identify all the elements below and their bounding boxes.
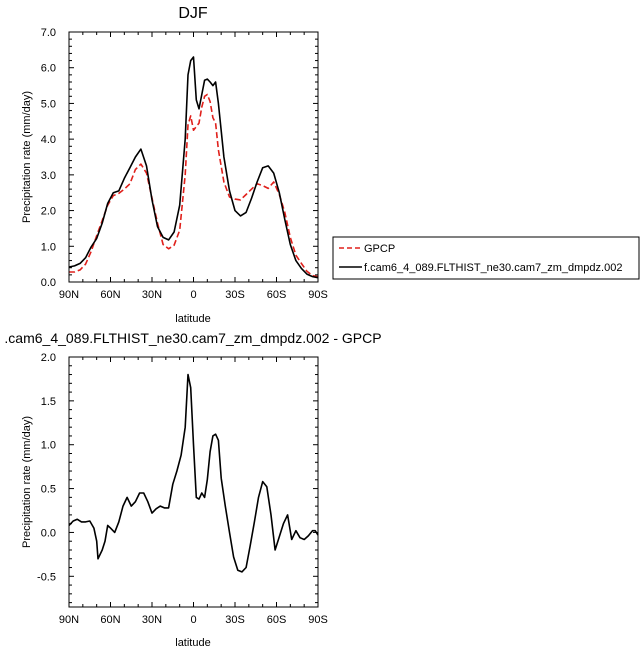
x-tick-label: 90S	[308, 614, 328, 626]
x-tick-label: 90S	[308, 289, 328, 301]
y-tick-label: 3.0	[41, 170, 56, 182]
x-tick-label: 30S	[225, 289, 245, 301]
precipitation-difference-panel: .cam6_4_089.FLTHIST_ne30.cam7_zm_dmpdz.0…	[4, 330, 381, 649]
x-tick-label: 30N	[142, 289, 162, 301]
x-axis-label: latitude	[175, 637, 210, 649]
legend: GPCP f.cam6_4_089.FLTHIST_ne30.cam7_zm_d…	[332, 236, 640, 280]
x-tick-label: 60N	[100, 289, 120, 301]
y-tick-label: -0.5	[37, 571, 56, 583]
y-axis-label: Precipitation rate (mm/day)	[21, 91, 33, 223]
x-tick-label: 60S	[267, 614, 287, 626]
y-tick-label: 6.0	[41, 63, 56, 75]
x-tick-label: 30S	[225, 614, 245, 626]
chart-title: .cam6_4_089.FLTHIST_ne30.cam7_zm_dmpdz.0…	[4, 330, 381, 346]
plot-frame	[68, 31, 319, 283]
y-tick-label: 5.0	[41, 98, 56, 110]
y-tick-label: 0.5	[41, 484, 56, 496]
x-axis-label: latitude	[175, 313, 210, 325]
chart-title: DJF	[178, 5, 208, 22]
y-axis-label: Precipitation rate (mm/day)	[21, 416, 33, 548]
y-tick-label: 1.0	[41, 440, 56, 452]
y-tick-label: 2.0	[41, 352, 56, 364]
legend-box	[332, 236, 640, 280]
x-tick-label: 90N	[59, 614, 79, 626]
x-tick-label: 60S	[267, 289, 287, 301]
series-line-1	[68, 56, 319, 279]
y-tick-label: 0.0	[41, 277, 56, 289]
y-tick-label: 7.0	[41, 27, 56, 39]
x-tick-label: 0	[190, 289, 196, 301]
x-tick-label: 60N	[100, 614, 120, 626]
y-tick-label: 4.0	[41, 134, 56, 146]
x-tick-label: 30N	[142, 614, 162, 626]
y-tick-label: 2.0	[41, 206, 56, 218]
precipitation-djf-panel: DJF Precipitation rate (mm/day) latitude…	[21, 5, 328, 325]
y-tick-label: 1.0	[41, 241, 56, 253]
x-tick-label: 0	[190, 614, 196, 626]
series-line-0	[68, 373, 319, 573]
series-line-0	[69, 93, 319, 278]
legend-label-gpcp: GPCP	[364, 243, 395, 255]
y-tick-label: 1.5	[41, 396, 56, 408]
legend-label-model: f.cam6_4_089.FLTHIST_ne30.cam7_zm_dmpdz.…	[364, 262, 622, 274]
x-tick-label: 90N	[59, 289, 79, 301]
y-tick-label: 0.0	[41, 527, 56, 539]
plot-frame	[68, 356, 319, 608]
